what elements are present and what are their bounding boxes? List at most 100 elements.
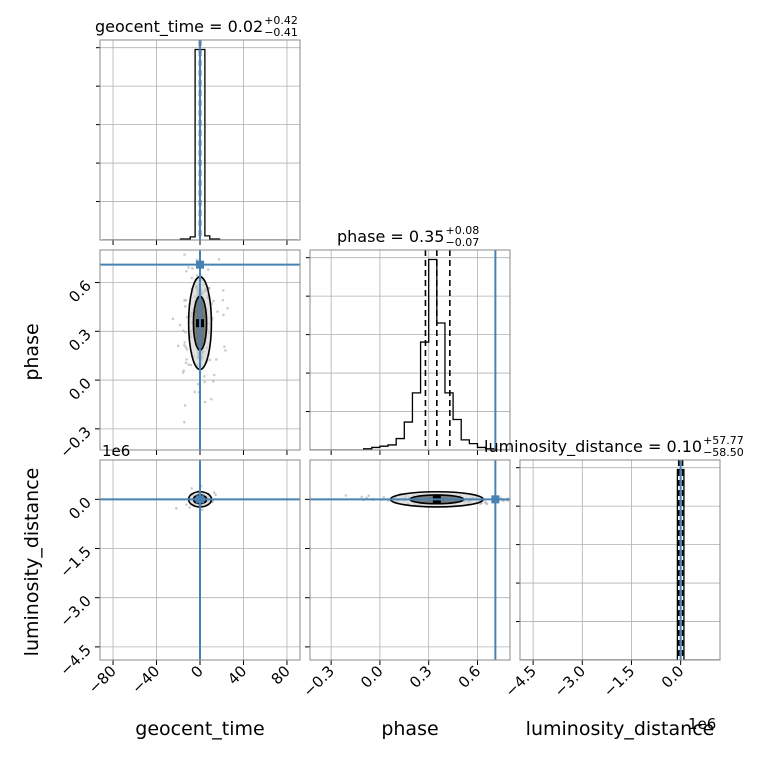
title-phase: phase = 0.35 bbox=[337, 227, 444, 246]
scatter-point bbox=[200, 508, 204, 511]
scatter-point bbox=[189, 363, 193, 367]
scatter-point bbox=[212, 380, 215, 383]
scatter-point bbox=[727, 513, 730, 516]
panel-frame bbox=[519, 459, 721, 661]
scatter-point bbox=[183, 404, 187, 407]
xlabel-geocent-time: geocent_time bbox=[135, 718, 264, 740]
scatter-point bbox=[479, 502, 482, 506]
y-tick-label: 0.0 bbox=[65, 493, 95, 523]
panel-plot-area bbox=[100, 237, 300, 450]
scatter-point bbox=[195, 274, 199, 277]
scatter-point bbox=[190, 276, 194, 280]
scatter-point bbox=[344, 494, 348, 497]
scatter-point bbox=[226, 306, 229, 310]
scatter-point bbox=[187, 266, 190, 269]
scatter-point bbox=[184, 345, 188, 349]
panel-frame bbox=[99, 249, 301, 451]
x-tick-label: −1.5 bbox=[600, 662, 638, 700]
panel-frame bbox=[309, 459, 511, 661]
panel-frame bbox=[99, 39, 301, 241]
y-tick-label: −3.0 bbox=[56, 592, 94, 630]
title-error-minus: −0.07 bbox=[445, 236, 479, 249]
scatter-point bbox=[217, 257, 221, 261]
scatter-point bbox=[206, 268, 210, 271]
scatter-point bbox=[367, 494, 371, 497]
panel-plot-area bbox=[520, 460, 720, 660]
y-offset-text: 1e6 bbox=[102, 442, 130, 460]
y-tick-label: 0.6 bbox=[65, 277, 95, 307]
panel-luminosity_distance-vs-phase: −0.3 0.0 0.3 0.6 bbox=[288, 459, 730, 701]
scatter-point bbox=[178, 323, 182, 327]
scatter-point bbox=[185, 358, 188, 361]
scatter-point bbox=[176, 344, 180, 348]
scatter-point bbox=[212, 299, 215, 303]
scatter-point bbox=[203, 380, 206, 384]
scatter-point bbox=[185, 269, 188, 273]
x-tick-label: −3.0 bbox=[551, 662, 589, 700]
panel-luminosity_distance-vs-geocent_time: −80 −40 0 40 80 −4.5 −3.0 −1.5 0.0 bbox=[56, 459, 301, 697]
scatter-point bbox=[174, 507, 178, 510]
scatter-point bbox=[360, 495, 364, 499]
scatter-point bbox=[484, 501, 488, 505]
scatter-point bbox=[190, 487, 193, 490]
scatter-point bbox=[382, 495, 386, 499]
x-tick-label: 0.3 bbox=[406, 662, 436, 692]
panel-plot-area bbox=[100, 460, 300, 660]
panel-frame bbox=[309, 249, 511, 451]
title-error-plus: +0.08 bbox=[445, 224, 479, 237]
scatter-point bbox=[212, 491, 216, 494]
scatter-point bbox=[201, 237, 204, 240]
scatter-point bbox=[188, 506, 191, 509]
x-tick-label: −0.3 bbox=[299, 662, 337, 700]
scatter-point bbox=[196, 382, 200, 386]
truth-marker bbox=[196, 260, 204, 269]
x-tick-label: −4.5 bbox=[501, 662, 539, 700]
panel-luminosity_distance-vs-luminosity_distance: −4.5 −3.0 −1.5 0.0 bbox=[501, 459, 721, 701]
scatter-point bbox=[222, 313, 225, 317]
scatter-point bbox=[187, 363, 191, 367]
y-tick-label: 0.3 bbox=[65, 325, 95, 355]
title-geocent_time: geocent_time = 0.02 bbox=[95, 17, 263, 37]
scatter-point bbox=[183, 420, 186, 424]
scatter-point bbox=[195, 258, 199, 262]
ylabel-phase: phase bbox=[21, 323, 43, 380]
histogram-phase bbox=[310, 258, 510, 450]
panel-phase-vs-geocent_time: −0.3 0.0 0.3 0.6 bbox=[56, 237, 301, 461]
x-offset-text: 1e6 bbox=[688, 715, 716, 733]
panel-geocent_time-vs-geocent_time bbox=[96, 39, 301, 245]
scatter-point bbox=[208, 358, 212, 362]
x-tick-label: 0.0 bbox=[357, 662, 387, 692]
x-tick-label: 0.6 bbox=[455, 662, 485, 692]
scatter-point bbox=[221, 298, 225, 302]
scatter-point bbox=[288, 506, 291, 509]
y-tick-label: −1.5 bbox=[56, 543, 94, 581]
panel-plot-area bbox=[310, 250, 510, 450]
scatter-point bbox=[184, 331, 187, 334]
scatter-point bbox=[193, 390, 196, 394]
scatter-point bbox=[512, 494, 515, 497]
histogram-luminosity_distance bbox=[520, 468, 720, 660]
scatter-point bbox=[183, 253, 186, 256]
scatter-point bbox=[191, 267, 194, 270]
title-luminosity_distance: luminosity_distance = 0.10 bbox=[484, 437, 702, 457]
scatter-point bbox=[208, 286, 211, 290]
panel-plot-area bbox=[288, 460, 730, 660]
panel-frame bbox=[99, 459, 301, 661]
scatter-point bbox=[183, 343, 186, 347]
scatter-point bbox=[184, 361, 188, 365]
scatter-point bbox=[183, 341, 186, 344]
scatter-point bbox=[171, 317, 175, 321]
scatter-point bbox=[223, 345, 226, 348]
scatter-point bbox=[203, 400, 207, 404]
scatter-point bbox=[216, 310, 219, 313]
truth-marker bbox=[196, 495, 204, 504]
scatter-point bbox=[214, 493, 217, 497]
panel-phase-vs-phase bbox=[306, 249, 511, 455]
x-tick-label: 40 bbox=[224, 662, 250, 688]
xlabel-luminosity-distance: luminosity_distance bbox=[526, 718, 715, 740]
scatter-point bbox=[185, 348, 189, 351]
x-tick-label: 0.0 bbox=[658, 662, 688, 692]
scatter-point bbox=[209, 397, 213, 401]
ylabel-luminosity-distance: luminosity_distance bbox=[21, 468, 43, 657]
